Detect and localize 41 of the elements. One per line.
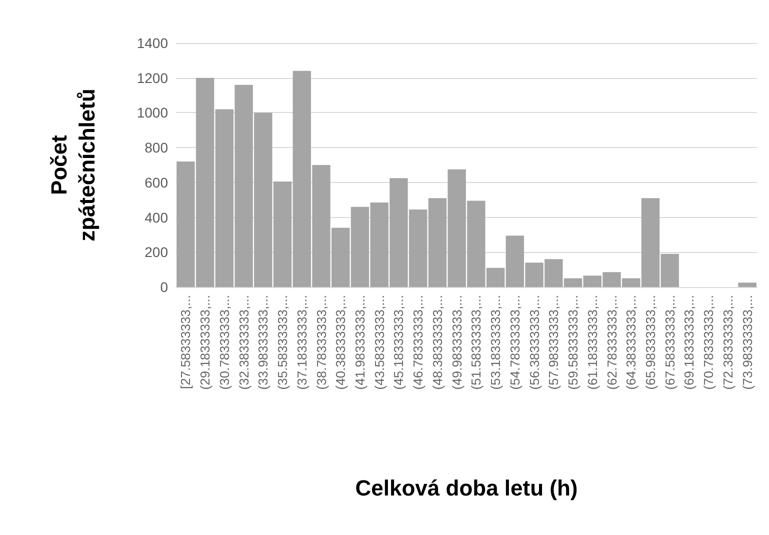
x-tick-label: (54.78333333,...	[507, 295, 522, 390]
x-tick-label: (64.38333333,...	[624, 295, 639, 390]
x-tick-label: (29.18333333,...	[198, 295, 213, 390]
x-tick-label: (45.18333333,...	[391, 295, 406, 390]
x-tick-label: [27.58333333,...	[178, 295, 194, 389]
x-tick-label: (69.18333333,...	[682, 295, 697, 390]
x-tick-label: (59.58333333,...	[566, 295, 581, 390]
x-tick-label: (62.78333333,...	[604, 295, 620, 390]
x-tick-label: (48.38333333,...	[430, 295, 445, 390]
x-tick-label: (70.78333333,...	[701, 295, 716, 390]
y-tick-label: 1000	[136, 104, 168, 121]
x-tick-label: (43.58333333,...	[372, 295, 387, 390]
x-tick-label: (30.78333333,...	[216, 295, 232, 390]
x-tick-label: (40.38333333,...	[333, 295, 348, 390]
x-tick-label: (38.78333333,...	[314, 295, 329, 390]
y-tick-label: 1200	[136, 70, 168, 86]
x-tick-label: (37.18333333,...	[294, 295, 310, 390]
x-tick-label: (35.58333333,...	[275, 295, 290, 390]
x-axis-title: Celková doba letu (h)	[355, 476, 578, 500]
x-tick-label: (49.98333333,...	[449, 295, 464, 390]
x-tick-label: (53.18333333,...	[488, 295, 504, 390]
y-tick-label: 1400	[136, 35, 168, 51]
y-tick-label: 600	[144, 174, 168, 190]
x-tick-label: (61.18333333,...	[584, 295, 600, 390]
x-tick-label: (56.38333333,...	[526, 295, 542, 390]
x-tick-label: (41.98333333,...	[352, 295, 368, 390]
x-tick-label: (67.58333333,...	[662, 295, 678, 390]
x-tick-label: (73.98333333,...	[740, 295, 755, 390]
x-tick-label: (46.78333333,...	[410, 295, 426, 390]
y-tick-label: 0	[160, 279, 168, 295]
x-tick-label: (32.38333333,...	[236, 295, 252, 390]
x-tick-label: (57.98333333,...	[546, 295, 562, 390]
y-tick-label: 200	[144, 244, 168, 260]
y-axis-title: Počet zpátečníchletů	[46, 88, 100, 242]
x-tick-label: (51.58333333,...	[468, 295, 484, 390]
y-tick-label: 800	[144, 140, 168, 156]
y-tick-label: 400	[144, 209, 168, 226]
bar	[738, 282, 756, 287]
x-tick-label: (65.98333333,...	[642, 295, 658, 390]
x-tick-label: (33.98333333,...	[256, 295, 271, 390]
x-tick-label: (72.38333333,...	[720, 295, 736, 390]
